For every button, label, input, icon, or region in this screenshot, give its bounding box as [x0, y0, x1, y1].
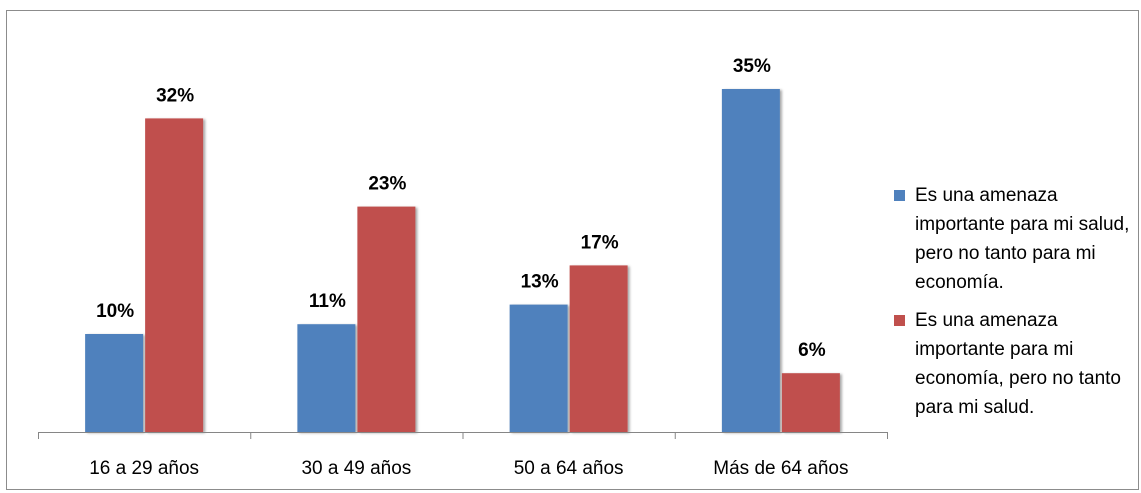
x-tick-label: 16 a 29 años [89, 458, 199, 479]
bar-series1-3 [721, 89, 780, 432]
legend-swatch-red [894, 315, 905, 326]
x-tick-label: 30 a 49 años [301, 458, 411, 479]
bar-series2-2 [569, 265, 628, 432]
legend-swatch-blue [894, 190, 905, 201]
bars-group: 10% 32% 11% 23% 13% 17% 35% 6% [85, 56, 840, 433]
legend-label: Es una amenaza importante para mi econom… [915, 310, 1121, 418]
data-label: 32% [156, 85, 194, 106]
data-label: 23% [368, 174, 406, 195]
data-label: 11% [309, 291, 346, 312]
legend-label: Es una amenaza importante para mi salud,… [915, 185, 1130, 293]
data-label: 10% [96, 301, 134, 322]
bar-series2-3 [781, 373, 840, 432]
bar-series2-0 [145, 118, 204, 433]
x-tick-label: Más de 64 años [713, 458, 848, 479]
legend: Es una amenaza importante para mi salud,… [894, 181, 1139, 431]
data-label: 6% [798, 340, 826, 361]
bar-series1-2 [509, 304, 568, 432]
data-label: 17% [581, 232, 619, 253]
bar-series2-1 [357, 206, 416, 432]
x-axis: 16 a 29 años 30 a 49 años 50 a 64 años Más … [38, 432, 888, 479]
x-tick-label: 50 a 64 años [514, 458, 624, 479]
bar-series1-0 [85, 334, 144, 432]
bar-series1-1 [297, 324, 356, 432]
legend-item-salud: Es una amenaza importante para mi salud,… [894, 181, 1139, 297]
data-label: 13% [521, 272, 559, 293]
legend-item-economia: Es una amenaza importante para mi econom… [894, 306, 1139, 422]
data-label: 35% [733, 56, 771, 77]
